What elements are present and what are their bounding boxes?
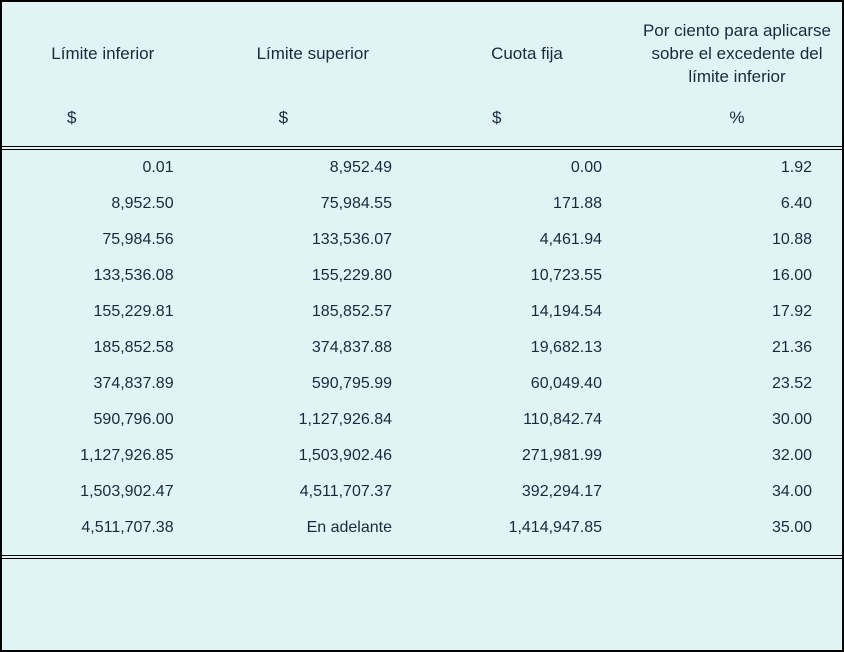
cell-limite-superior: 133,536.07 — [204, 222, 422, 258]
table-row: 155,229.81 185,852.57 14,194.54 17.92 — [2, 294, 842, 330]
cell-porciento: 1.92 — [632, 148, 842, 186]
cell-cuota-fija: 271,981.99 — [422, 438, 632, 474]
cell-cuota-fija: 14,194.54 — [422, 294, 632, 330]
cell-limite-superior: 8,952.49 — [204, 148, 422, 186]
table-header: Límite inferior Límite superior Cuota fi… — [2, 2, 842, 148]
cell-limite-inferior: 374,837.89 — [2, 366, 204, 402]
cell-limite-superior: 4,511,707.37 — [204, 474, 422, 510]
cell-limite-superior: 374,837.88 — [204, 330, 422, 366]
tax-bracket-table: Límite inferior Límite superior Cuota fi… — [2, 2, 842, 559]
cell-limite-superior: 155,229.80 — [204, 258, 422, 294]
col-header-porciento: Por ciento para aplicarse sobre el exced… — [632, 2, 842, 101]
tax-bracket-table-container: Límite inferior Límite superior Cuota fi… — [0, 0, 844, 652]
cell-limite-inferior: 133,536.08 — [2, 258, 204, 294]
cell-cuota-fija: 1,414,947.85 — [422, 510, 632, 557]
cell-cuota-fija: 4,461.94 — [422, 222, 632, 258]
cell-limite-inferior: 185,852.58 — [2, 330, 204, 366]
cell-porciento: 16.00 — [632, 258, 842, 294]
cell-cuota-fija: 19,682.13 — [422, 330, 632, 366]
cell-limite-inferior: 1,503,902.47 — [2, 474, 204, 510]
cell-limite-superior: 75,984.55 — [204, 186, 422, 222]
cell-limite-inferior: 4,511,707.38 — [2, 510, 204, 557]
cell-porciento: 23.52 — [632, 366, 842, 402]
col-header-cuota-fija: Cuota fija — [422, 2, 632, 101]
cell-porciento: 10.88 — [632, 222, 842, 258]
cell-porciento: 6.40 — [632, 186, 842, 222]
unit-limite-inferior: $ — [2, 101, 204, 148]
table-row: 1,127,926.85 1,503,902.46 271,981.99 32.… — [2, 438, 842, 474]
col-header-limite-superior: Límite superior — [204, 2, 422, 101]
unit-row: $ $ $ % — [2, 101, 842, 148]
table-row: 590,796.00 1,127,926.84 110,842.74 30.00 — [2, 402, 842, 438]
cell-porciento: 21.36 — [632, 330, 842, 366]
table-row: 0.01 8,952.49 0.00 1.92 — [2, 148, 842, 186]
table-row: 75,984.56 133,536.07 4,461.94 10.88 — [2, 222, 842, 258]
cell-porciento: 30.00 — [632, 402, 842, 438]
cell-cuota-fija: 60,049.40 — [422, 366, 632, 402]
col-header-limite-inferior: Límite inferior — [2, 2, 204, 101]
cell-limite-superior: En adelante — [204, 510, 422, 557]
cell-porciento: 35.00 — [632, 510, 842, 557]
cell-cuota-fija: 171.88 — [422, 186, 632, 222]
cell-cuota-fija: 0.00 — [422, 148, 632, 186]
cell-cuota-fija: 110,842.74 — [422, 402, 632, 438]
unit-cuota-fija: $ — [422, 101, 632, 148]
cell-limite-superior: 1,127,926.84 — [204, 402, 422, 438]
cell-porciento: 34.00 — [632, 474, 842, 510]
cell-cuota-fija: 392,294.17 — [422, 474, 632, 510]
cell-limite-inferior: 155,229.81 — [2, 294, 204, 330]
table-row: 8,952.50 75,984.55 171.88 6.40 — [2, 186, 842, 222]
table-row: 1,503,902.47 4,511,707.37 392,294.17 34.… — [2, 474, 842, 510]
cell-limite-inferior: 0.01 — [2, 148, 204, 186]
cell-limite-superior: 185,852.57 — [204, 294, 422, 330]
cell-limite-superior: 590,795.99 — [204, 366, 422, 402]
cell-limite-superior: 1,503,902.46 — [204, 438, 422, 474]
cell-limite-inferior: 1,127,926.85 — [2, 438, 204, 474]
cell-limite-inferior: 590,796.00 — [2, 402, 204, 438]
table-row: 133,536.08 155,229.80 10,723.55 16.00 — [2, 258, 842, 294]
cell-porciento: 32.00 — [632, 438, 842, 474]
table-row: 4,511,707.38 En adelante 1,414,947.85 35… — [2, 510, 842, 557]
cell-porciento: 17.92 — [632, 294, 842, 330]
table-row: 185,852.58 374,837.88 19,682.13 21.36 — [2, 330, 842, 366]
cell-limite-inferior: 75,984.56 — [2, 222, 204, 258]
header-row: Límite inferior Límite superior Cuota fi… — [2, 2, 842, 101]
unit-porciento: % — [632, 101, 842, 148]
cell-limite-inferior: 8,952.50 — [2, 186, 204, 222]
table-body: 0.01 8,952.49 0.00 1.92 8,952.50 75,984.… — [2, 148, 842, 557]
cell-cuota-fija: 10,723.55 — [422, 258, 632, 294]
unit-limite-superior: $ — [204, 101, 422, 148]
table-row: 374,837.89 590,795.99 60,049.40 23.52 — [2, 366, 842, 402]
